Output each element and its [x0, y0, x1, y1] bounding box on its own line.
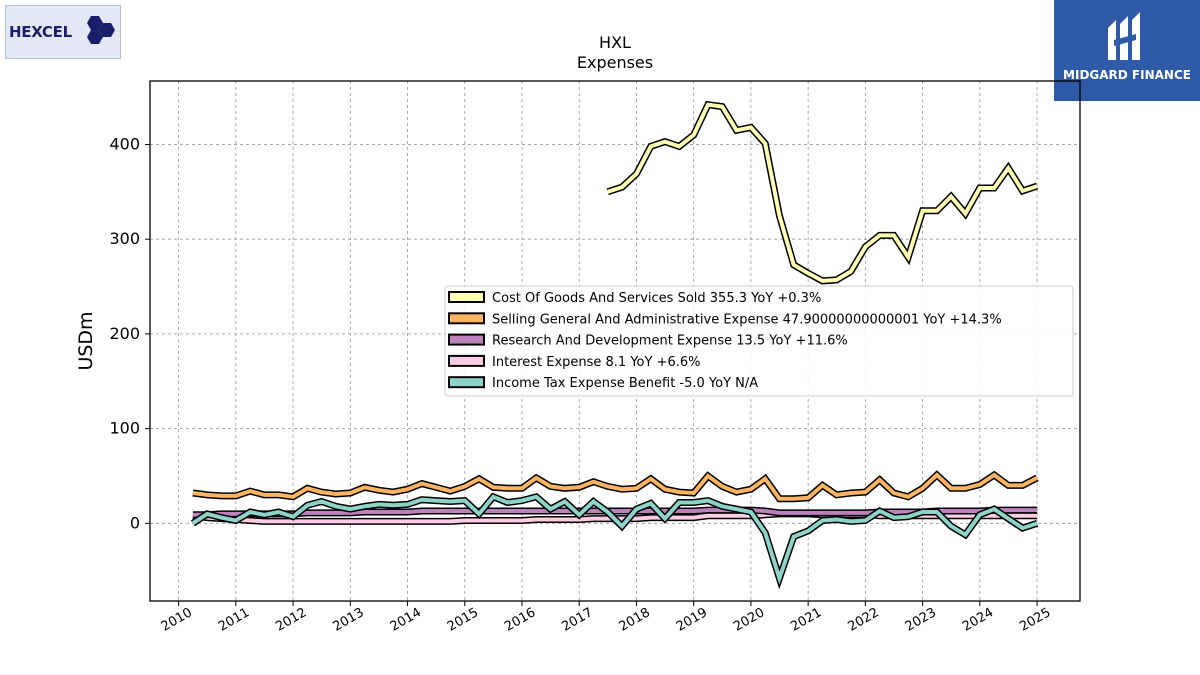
legend-entry: Income Tax Expense Benefit -5.0 YoY N/A: [492, 376, 758, 391]
x-tick-label: 2021: [788, 605, 824, 635]
midgard-logo-text: MIDGARD FINANCE: [1063, 68, 1191, 82]
series-line-cost-of-goods-and-services-sold: [607, 102, 1038, 283]
x-axis-ticks: 2010 2011 2012 2013 2014 2015 2016 2017 2018 2019…: [159, 601, 1053, 635]
x-tick-label: 2010: [159, 605, 195, 635]
legend-swatch: [448, 333, 485, 346]
x-tick-label: 2015: [445, 605, 481, 635]
plot-frame: [149, 80, 1081, 602]
series-line-research-and-development-expense: [192, 508, 1038, 517]
hexagon-cluster-icon: [87, 16, 115, 44]
series-line-income-tax-expense-benefit: [191, 494, 1038, 585]
y-tick-label: 300: [109, 229, 140, 248]
legend-entry: Cost Of Goods And Services Sold 355.3 Yo…: [492, 291, 821, 306]
legend-entry: Selling General And Administrative Expen…: [492, 312, 1002, 327]
x-tick-label: 2012: [273, 605, 309, 635]
midgard-mark-icon: [1108, 12, 1140, 60]
y-tick-label: 100: [109, 419, 140, 438]
legend-swatch: [448, 291, 485, 303]
chart-legend: Cost Of Goods And Services Sold 355.3 Yo…: [444, 285, 1074, 397]
hexcel-logo: HEXCEL: [5, 5, 121, 59]
legend-swatch: [448, 354, 485, 367]
series-lines: [190, 100, 1039, 590]
y-axis-label: USDm: [75, 311, 97, 370]
x-tick-label: 2014: [388, 605, 424, 635]
series-outline-cost-of-goods-and-services-sold: [606, 100, 1039, 285]
y-tick-label: 0: [130, 513, 140, 532]
x-tick-label: 2018: [617, 605, 653, 635]
legend-swatch: [448, 376, 485, 389]
y-tick-label: 400: [109, 134, 140, 153]
chart-subtitle: Expenses: [577, 53, 653, 72]
x-tick-label: 2017: [559, 605, 595, 635]
series-line-selling-general-and-administrative-expense: [192, 472, 1039, 501]
x-tick-label: 2020: [731, 605, 767, 635]
legend-box: [444, 285, 1074, 397]
x-tick-label: 2011: [216, 605, 252, 635]
x-tick-label: 2022: [846, 605, 882, 635]
x-tick-label: 2016: [502, 605, 538, 635]
legend-swatch: [448, 312, 485, 325]
chart-title: HXL: [599, 33, 631, 52]
x-tick-label: 2024: [960, 605, 996, 635]
y-tick-label: 200: [109, 324, 140, 343]
x-tick-label: 2023: [903, 605, 939, 635]
midgard-finance-logo: MIDGARD FINANCE: [1054, 0, 1200, 101]
legend-entry: Research And Development Expense 13.5 Yo…: [492, 334, 848, 349]
legend-entry: Interest Expense 8.1 YoY +6.6%: [492, 355, 701, 370]
hexcel-logo-text: HEXCEL: [9, 23, 72, 41]
x-tick-label: 2019: [674, 605, 710, 635]
x-tick-label: 2025: [1017, 605, 1053, 635]
y-axis-ticks: 0 100 200 300 400: [109, 134, 150, 532]
x-tick-label: 2013: [330, 605, 366, 635]
